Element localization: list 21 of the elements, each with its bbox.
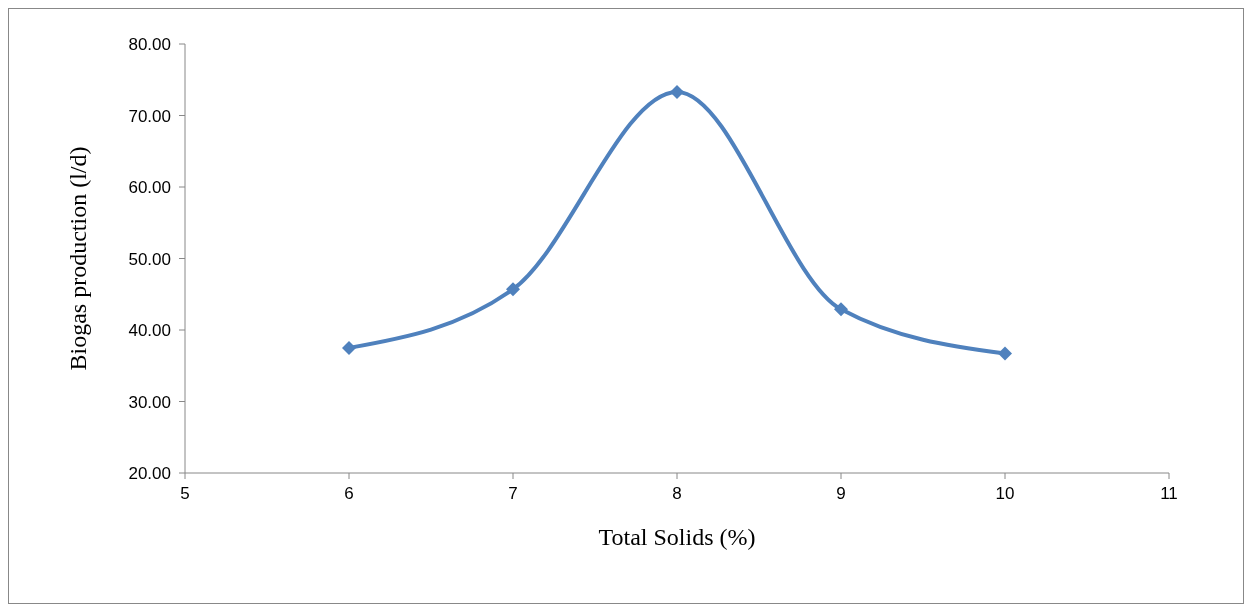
point (342, 340, 356, 355)
point (506, 282, 520, 297)
y-tick-label: 20.00 (128, 464, 171, 484)
x-tick-label: 9 (836, 484, 846, 504)
x-axis-title: Total Solids (%) (598, 524, 756, 550)
y-tick-label: 30.00 (128, 392, 171, 412)
x-tick-label: 8 (672, 484, 682, 504)
y-tick-label: 80.00 (128, 35, 171, 55)
x-tick-label: 10 (995, 484, 1015, 504)
y-tick-label: 70.00 (128, 106, 171, 126)
y-tick-label: 40.00 (128, 321, 171, 341)
y-tick-label: 60.00 (128, 178, 171, 198)
y-tick-label: 50.00 (128, 249, 171, 269)
point (670, 84, 684, 99)
point (998, 346, 1012, 361)
x-tick-label: 6 (344, 484, 354, 504)
x-tick-label: 7 (508, 484, 518, 504)
y-axis-title: Biogas production (l/d) (64, 146, 91, 371)
x-tick-label: 5 (180, 484, 190, 504)
x-tick-label: 11 (1160, 484, 1178, 504)
point (834, 302, 848, 317)
